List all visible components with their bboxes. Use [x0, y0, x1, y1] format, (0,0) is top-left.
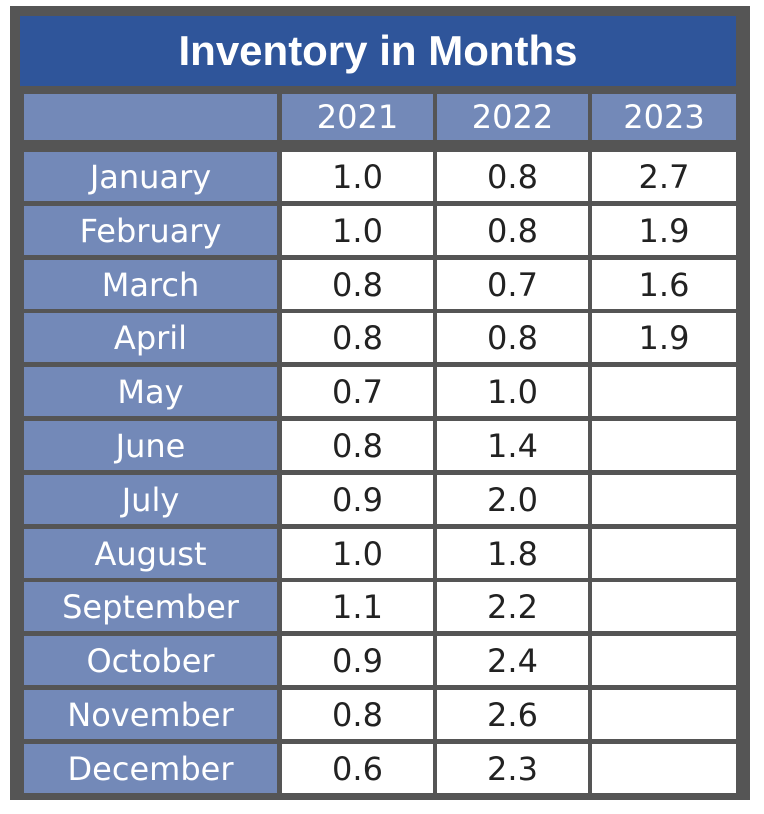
row-label-july: July — [24, 475, 277, 524]
row-label-december: December — [24, 744, 277, 793]
row-label-march: March — [24, 260, 277, 309]
row-label-may: May — [24, 367, 277, 416]
table-cell-february-2022: 0.8 — [437, 206, 588, 255]
row-label-august: August — [24, 529, 277, 578]
table-cell-september-2021: 1.1 — [282, 582, 433, 631]
table-cell-january-2022: 0.8 — [437, 152, 588, 201]
row-label-november: November — [24, 690, 277, 739]
table-cell-november-2023 — [592, 690, 736, 739]
table-cell-april-2021: 0.8 — [282, 313, 433, 362]
table-cell-november-2022: 2.6 — [437, 690, 588, 739]
table-cell-may-2023 — [592, 367, 736, 416]
table-cell-january-2021: 1.0 — [282, 152, 433, 201]
table-cell-august-2022: 1.8 — [437, 529, 588, 578]
row-label-june: June — [24, 421, 277, 470]
table-cell-april-2022: 0.8 — [437, 313, 588, 362]
table-cell-march-2023: 1.6 — [592, 260, 736, 309]
table-cell-july-2023 — [592, 475, 736, 524]
table-cell-march-2022: 0.7 — [437, 260, 588, 309]
table-cell-october-2022: 2.4 — [437, 636, 588, 685]
table-cell-march-2021: 0.8 — [282, 260, 433, 309]
table-cell-september-2023 — [592, 582, 736, 631]
column-header-2021: 2021 — [282, 94, 433, 140]
table-cell-october-2021: 0.9 — [282, 636, 433, 685]
row-label-february: February — [24, 206, 277, 255]
table-cell-april-2023: 1.9 — [592, 313, 736, 362]
table-cell-may-2021: 0.7 — [282, 367, 433, 416]
table-title: Inventory in Months — [20, 16, 736, 86]
table-cell-june-2022: 1.4 — [437, 421, 588, 470]
table-cell-june-2021: 0.8 — [282, 421, 433, 470]
table-cell-january-2023: 2.7 — [592, 152, 736, 201]
header-corner-cell — [24, 94, 277, 140]
table-cell-june-2023 — [592, 421, 736, 470]
row-label-april: April — [24, 313, 277, 362]
table-cell-august-2023 — [592, 529, 736, 578]
row-label-october: October — [24, 636, 277, 685]
column-header-2023: 2023 — [592, 94, 736, 140]
row-label-september: September — [24, 582, 277, 631]
table-cell-february-2023: 1.9 — [592, 206, 736, 255]
table-cell-september-2022: 2.2 — [437, 582, 588, 631]
table-cell-december-2021: 0.6 — [282, 744, 433, 793]
table-cell-november-2021: 0.8 — [282, 690, 433, 739]
row-label-january: January — [24, 152, 277, 201]
table-cell-july-2021: 0.9 — [282, 475, 433, 524]
table-cell-august-2021: 1.0 — [282, 529, 433, 578]
table-cell-december-2023 — [592, 744, 736, 793]
table-cell-october-2023 — [592, 636, 736, 685]
table-cell-july-2022: 2.0 — [437, 475, 588, 524]
table-cell-december-2022: 2.3 — [437, 744, 588, 793]
table-cell-may-2022: 1.0 — [437, 367, 588, 416]
table-cell-february-2021: 1.0 — [282, 206, 433, 255]
column-header-2022: 2022 — [437, 94, 588, 140]
